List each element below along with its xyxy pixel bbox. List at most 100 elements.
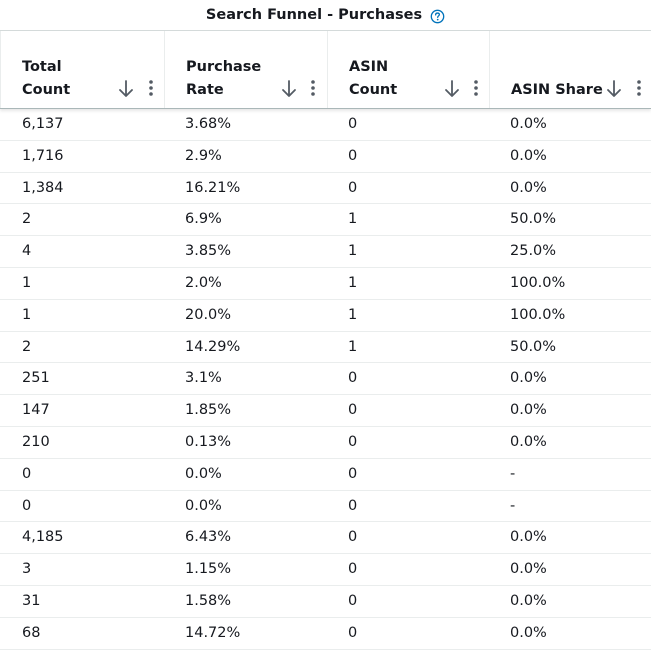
cell-purchase-rate: 1.85% bbox=[185, 402, 232, 419]
cell-total-count: 147 bbox=[22, 402, 50, 419]
table-row: 0 0.0% 0 - bbox=[0, 459, 651, 491]
cell-purchase-rate: 0.0% bbox=[185, 497, 222, 514]
cell-purchase-rate: 14.29% bbox=[185, 338, 241, 355]
table-row: 31 1.58% 0 0.0% bbox=[0, 586, 651, 618]
cell-asin-count: 0 bbox=[348, 561, 358, 578]
cell-total-count: 1 bbox=[22, 274, 32, 291]
cell-purchase-rate: 1.15% bbox=[185, 561, 232, 578]
cell-asin-count: 0 bbox=[348, 402, 358, 419]
table-row: 1,384 16.21% 0 0.0% bbox=[0, 173, 651, 205]
cell-asin-share: 0.0% bbox=[510, 624, 547, 641]
cell-asin-count: 0 bbox=[348, 465, 358, 482]
table-body: 6,137 3.68% 0 0.0% 1,716 2.9% 0 0.0% 1,384 16.21%… bbox=[0, 109, 651, 650]
column-header-purchase-rate: Purchase Rate bbox=[164, 31, 327, 108]
table-row: 1,716 2.9% 0 0.0% bbox=[0, 141, 651, 173]
cell-total-count: 1 bbox=[22, 306, 32, 323]
column-label[interactable]: Total Count bbox=[22, 59, 71, 98]
cell-asin-share: - bbox=[510, 497, 516, 514]
table-row: 0 0.0% 0 - bbox=[0, 491, 651, 523]
cell-asin-share: 50.0% bbox=[510, 338, 557, 355]
table-row: 3 1.15% 0 0.0% bbox=[0, 554, 651, 586]
cell-asin-count: 0 bbox=[348, 179, 358, 196]
cell-asin-share: 100.0% bbox=[510, 274, 566, 291]
cell-purchase-rate: 6.9% bbox=[185, 211, 222, 228]
column-header-asin-share: ASIN Share bbox=[489, 31, 651, 108]
cell-asin-count: 1 bbox=[348, 306, 358, 323]
cell-asin-share: 100.0% bbox=[510, 306, 566, 323]
cell-asin-count: 0 bbox=[348, 529, 358, 546]
cell-asin-share: 0.0% bbox=[510, 433, 547, 450]
cell-asin-count: 0 bbox=[348, 370, 358, 387]
question-circle-icon[interactable] bbox=[430, 9, 445, 24]
vertical-dots-icon[interactable] bbox=[473, 79, 479, 97]
arrow-down-icon[interactable] bbox=[281, 80, 297, 98]
column-label[interactable]: ASIN Share bbox=[511, 82, 603, 98]
cell-total-count: 0 bbox=[22, 465, 32, 482]
table-row: 210 0.13% 0 0.0% bbox=[0, 427, 651, 459]
cell-asin-share: 0.0% bbox=[510, 529, 547, 546]
cell-asin-count: 0 bbox=[348, 147, 358, 164]
cell-purchase-rate: 3.85% bbox=[185, 243, 232, 260]
cell-total-count: 31 bbox=[22, 592, 41, 609]
vertical-dots-icon[interactable] bbox=[310, 79, 316, 97]
cell-asin-count: 1 bbox=[348, 211, 358, 228]
cell-asin-share: 0.0% bbox=[510, 402, 547, 419]
cell-total-count: 1,384 bbox=[22, 179, 64, 196]
table-row: 251 3.1% 0 0.0% bbox=[0, 363, 651, 396]
cell-purchase-rate: 2.9% bbox=[185, 147, 222, 164]
cell-purchase-rate: 16.21% bbox=[185, 179, 241, 196]
cell-asin-share: 0.0% bbox=[510, 116, 547, 132]
table-row: 6,137 3.68% 0 0.0% bbox=[0, 109, 651, 141]
table-row: 1 20.0% 1 100.0% bbox=[0, 300, 651, 332]
cell-total-count: 6,137 bbox=[22, 116, 64, 132]
cell-purchase-rate: 20.0% bbox=[185, 306, 232, 323]
table-header-row: Total Count Purchase Rate ASIN Count ASI… bbox=[0, 31, 651, 109]
cell-asin-share: - bbox=[510, 465, 516, 482]
cell-asin-share: 0.0% bbox=[510, 592, 547, 609]
cell-total-count: 0 bbox=[22, 497, 32, 514]
table-row: 4 3.85% 1 25.0% bbox=[0, 236, 651, 268]
cell-asin-share: 0.0% bbox=[510, 179, 547, 196]
cell-purchase-rate: 3.1% bbox=[185, 370, 222, 387]
cell-total-count: 1,716 bbox=[22, 147, 64, 164]
table-row: 4,185 6.43% 0 0.0% bbox=[0, 522, 651, 555]
cell-asin-share: 0.0% bbox=[510, 561, 547, 578]
cell-asin-count: 0 bbox=[348, 592, 358, 609]
cell-purchase-rate: 6.43% bbox=[185, 529, 232, 546]
cell-total-count: 4,185 bbox=[22, 529, 64, 546]
vertical-dots-icon[interactable] bbox=[148, 79, 154, 97]
cell-total-count: 68 bbox=[22, 624, 41, 641]
cell-purchase-rate: 0.13% bbox=[185, 433, 232, 450]
cell-asin-count: 1 bbox=[348, 338, 358, 355]
cell-asin-share: 0.0% bbox=[510, 147, 547, 164]
column-group-title: Search Funnel - Purchases bbox=[205, 7, 423, 23]
column-header-total-count: Total Count bbox=[0, 31, 164, 108]
cell-asin-count: 0 bbox=[348, 497, 358, 514]
table-row: 1 2.0% 1 100.0% bbox=[0, 268, 651, 300]
cell-purchase-rate: 2.0% bbox=[185, 274, 222, 291]
arrow-down-icon[interactable] bbox=[444, 80, 460, 98]
cell-purchase-rate: 0.0% bbox=[185, 465, 222, 482]
table-row: 147 1.85% 0 0.0% bbox=[0, 395, 651, 427]
cell-asin-count: 1 bbox=[348, 274, 358, 291]
cell-total-count: 2 bbox=[22, 211, 32, 228]
arrow-down-icon[interactable] bbox=[606, 80, 622, 98]
vertical-dots-icon[interactable] bbox=[636, 79, 642, 97]
cell-total-count: 210 bbox=[22, 433, 50, 450]
column-label[interactable]: ASIN Count bbox=[349, 59, 398, 98]
cell-total-count: 251 bbox=[22, 370, 50, 387]
cell-asin-count: 0 bbox=[348, 624, 358, 641]
cell-asin-share: 25.0% bbox=[510, 243, 557, 260]
cell-purchase-rate: 3.68% bbox=[185, 116, 232, 132]
column-group-header: Search Funnel - Purchases bbox=[0, 0, 651, 31]
table-row: 2 14.29% 1 50.0% bbox=[0, 332, 651, 364]
column-header-asin-count: ASIN Count bbox=[327, 31, 489, 108]
arrow-down-icon[interactable] bbox=[118, 80, 134, 98]
column-label[interactable]: Purchase Rate bbox=[186, 59, 262, 98]
table-row: 2 6.9% 1 50.0% bbox=[0, 204, 651, 237]
cell-total-count: 2 bbox=[22, 338, 32, 355]
cell-purchase-rate: 14.72% bbox=[185, 624, 241, 641]
cell-asin-count: 0 bbox=[348, 433, 358, 450]
cell-asin-share: 50.0% bbox=[510, 211, 557, 228]
cell-asin-share: 0.0% bbox=[510, 370, 547, 387]
